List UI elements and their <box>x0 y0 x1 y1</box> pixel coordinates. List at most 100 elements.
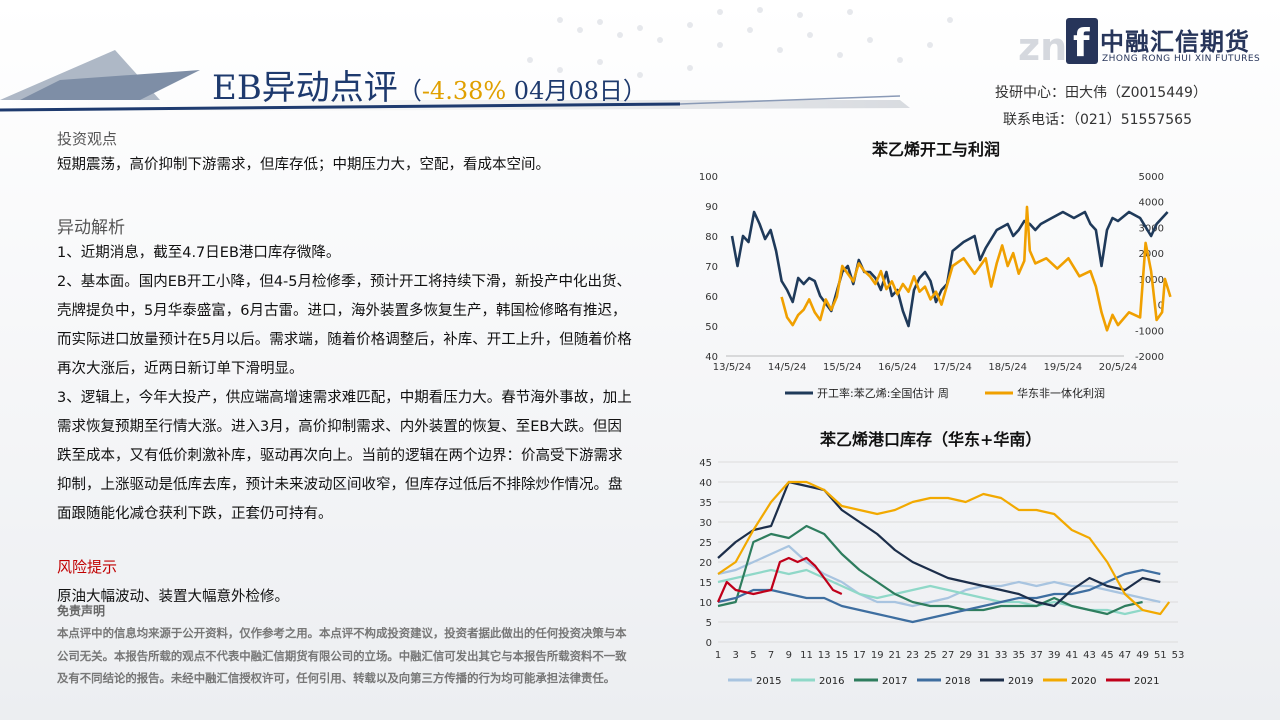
chart2-x-tick-17: 35 <box>1012 650 1025 661</box>
svg-text:f: f <box>1073 21 1090 65</box>
chart2-y-tick-4: 20 <box>699 558 712 569</box>
chart2-y-tick-7: 35 <box>699 498 712 509</box>
risk-text: 原油大幅波动、装置大幅意外检修。 <box>57 589 289 605</box>
title-date: 04月08日） <box>506 77 647 105</box>
analysis-heading: 异动解析 <box>57 218 125 238</box>
chart2-series-line-3 <box>717 568 1161 624</box>
analysis-point-1: 1、近期消息，截至4.7日EB港口库存微降。 <box>57 245 341 261</box>
chart2-legend-label-3: 2018 <box>945 676 970 687</box>
chart1-yright-tick-6: 4000 <box>1139 198 1164 209</box>
title-text: EB异动点评 <box>212 68 398 108</box>
chart1-legend-label-0: 开工率:苯乙烯:全国估计 周 <box>817 386 949 400</box>
chart2-x-tick-0: 1 <box>715 650 721 661</box>
chart2-x-tick-22: 45 <box>1101 650 1114 661</box>
chart2-title: 苯乙烯港口库存（华东+华南） <box>820 430 1042 449</box>
chart2-x-tick-9: 19 <box>871 650 884 661</box>
analyst-line: 投研中心：田大伟（Z0015449） <box>995 85 1207 101</box>
chart2-series-line-2 <box>717 524 1143 616</box>
view-heading: 投资观点 <box>57 130 118 148</box>
chart2-x-tick-26: 53 <box>1172 650 1185 661</box>
chart1-yleft-tick-1: 50 <box>705 322 718 333</box>
chart2-x-tick-21: 43 <box>1083 650 1096 661</box>
disclaimer-heading: 免责声明 <box>57 604 106 618</box>
chart2-y-tick-6: 30 <box>699 518 712 529</box>
chart1-yright-tick-7: 5000 <box>1139 172 1164 183</box>
chart2-x-tick-7: 15 <box>835 650 848 661</box>
company-logo: zn f 中融汇信期货 ZHONG RONG HUI XIN FUTURES <box>1000 12 1270 72</box>
chart1-x-tick-0: 13/5/24 <box>713 362 752 373</box>
chart2-x-tick-16: 33 <box>995 650 1008 661</box>
chart1-yleft-tick-2: 60 <box>705 292 718 303</box>
chart2-y-tick-3: 15 <box>699 578 712 589</box>
title-open: （ <box>397 77 422 105</box>
disclaimer-text: 本点评中的信息均来源于公开资料，仅作参考之用。本点评不构成投资建议，投资者据此做… <box>57 626 627 685</box>
chart1-yright-tick-5: 3000 <box>1139 223 1164 234</box>
chart2-x-tick-20: 41 <box>1065 650 1078 661</box>
chart2-y-tick-0: 0 <box>706 638 712 649</box>
chart2-x-tick-5: 11 <box>800 650 813 661</box>
analysis-point-2: 2、基本面。国内EB开工小降，但4-5月检修季，预计开工将持续下滑，新投产中化出… <box>57 274 632 377</box>
chart2-legend-label-0: 2015 <box>756 676 781 687</box>
chart1-yleft-tick-5: 90 <box>705 202 718 213</box>
chart1-x-tick-7: 20/5/24 <box>1099 362 1138 373</box>
chart1-yright-tick-1: -1000 <box>1135 326 1164 337</box>
chart2-x-tick-12: 25 <box>924 650 937 661</box>
contact-block: 投研中心：田大伟（Z0015449） 联系电话：（021）51557565 <box>995 80 1207 134</box>
chart1-series-line-0 <box>730 210 1169 328</box>
chart2-x-tick-8: 17 <box>853 650 866 661</box>
chart2-y-tick-1: 5 <box>706 618 712 629</box>
title-change-pct: -4.38% <box>421 77 507 105</box>
chart1-yright-tick-4: 2000 <box>1139 249 1164 260</box>
view-text: 短期震荡，高价抑制下游需求，但库存低；中期压力大，空配，看成本空间。 <box>57 157 550 173</box>
chart2-x-tick-18: 37 <box>1030 650 1043 661</box>
chart1-yleft-tick-4: 80 <box>705 232 718 243</box>
chart2-legend-label-6: 2021 <box>1134 676 1159 687</box>
chart2-x-tick-15: 31 <box>977 650 990 661</box>
chart2-x-tick-11: 23 <box>906 650 919 661</box>
analysis-point-3: 3、逻辑上，今年大投产，供应端高增速需求难匹配，中期看压力大。春节海外事故，加上… <box>57 390 632 522</box>
chart2-x-tick-6: 13 <box>818 650 831 661</box>
chart2-series-line-5 <box>717 480 1171 616</box>
chart1-series-line-1 <box>780 205 1172 332</box>
chart2-x-tick-14: 29 <box>959 650 972 661</box>
chart2-legend-label-5: 2020 <box>1071 676 1096 687</box>
chart2-series-line-6 <box>716 556 843 603</box>
chart2-legend-label-4: 2019 <box>1008 676 1033 687</box>
chart2-x-tick-4: 9 <box>786 650 792 661</box>
chart1-title: 苯乙烯开工与利润 <box>872 140 1001 159</box>
logo-mark-icon: zn f <box>1018 18 1098 69</box>
chart2-x-tick-13: 27 <box>942 650 955 661</box>
phone-line: 联系电话：（021）51557565 <box>1003 112 1192 128</box>
chart1-yleft-tick-0: 40 <box>705 352 718 363</box>
chart2-x-tick-2: 5 <box>750 650 756 661</box>
chart1-yleft-tick-6: 100 <box>699 172 718 183</box>
chart2-x-tick-3: 7 <box>768 650 774 661</box>
chart1-x-tick-5: 18/5/24 <box>988 362 1027 373</box>
chart2-y-tick-9: 45 <box>699 458 712 469</box>
chart2-x-tick-23: 47 <box>1119 650 1132 661</box>
chart2-y-tick-5: 25 <box>699 538 712 549</box>
page-title: EB异动点评（-4.38% 04月08日） <box>212 60 647 109</box>
chart1-x-tick-6: 19/5/24 <box>1044 362 1083 373</box>
logo-name-en: ZHONG RONG HUI XIN FUTURES <box>1102 54 1261 64</box>
chart2-x-tick-25: 51 <box>1154 650 1167 661</box>
chart1-yleft-tick-3: 70 <box>705 262 718 273</box>
chart2-x-tick-24: 49 <box>1136 650 1149 661</box>
chart2-legend-label-2: 2017 <box>882 676 907 687</box>
chart2-series-line-0 <box>717 544 1161 608</box>
logo-name-cn: 中融汇信期货 <box>1100 28 1250 56</box>
chart2-legend-label-1: 2016 <box>819 676 844 687</box>
chart1-x-tick-3: 16/5/24 <box>878 362 917 373</box>
chart2-x-tick-19: 39 <box>1048 650 1061 661</box>
risk-heading: 风险提示 <box>57 558 118 576</box>
chart2-y-tick-8: 40 <box>699 478 712 489</box>
chart-operating-rate-profit: 405060708090100-2000-1000010002000300040… <box>699 172 1172 400</box>
svg-text:zn: zn <box>1018 25 1067 69</box>
chart2-y-tick-2: 10 <box>699 598 712 609</box>
chart1-yright-tick-0: -2000 <box>1135 352 1164 363</box>
chart1-x-tick-2: 15/5/24 <box>823 362 862 373</box>
chart1-yright-tick-2: 0 <box>1158 301 1164 312</box>
chart1-x-tick-4: 17/5/24 <box>933 362 972 373</box>
